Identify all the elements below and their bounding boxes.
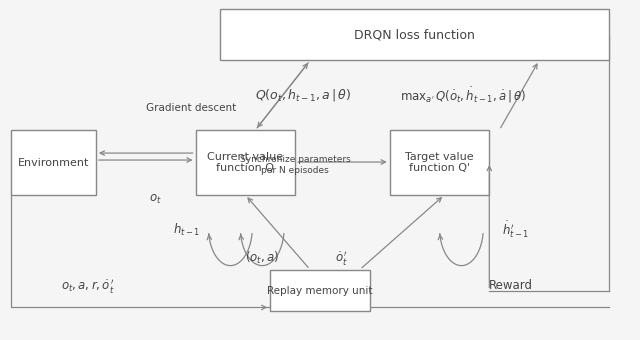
Text: $\mathrm{max}_{a'}\,Q(\dot{o}_t,\dot{h}_{t-1},\dot{a}\,|\,\theta)$: $\mathrm{max}_{a'}\,Q(\dot{o}_t,\dot{h}_… (399, 86, 526, 105)
Text: $\dot{o}_{t}^{\,\prime}$: $\dot{o}_{t}^{\,\prime}$ (335, 249, 348, 267)
Text: Gradient descent: Gradient descent (146, 103, 236, 113)
Text: Synchronize parameters
per N episodes: Synchronize parameters per N episodes (240, 155, 351, 175)
Text: $\dot{h}_{t-1}^{\,\prime}$: $\dot{h}_{t-1}^{\,\prime}$ (502, 219, 530, 240)
Text: Environment: Environment (18, 157, 90, 168)
Bar (270, 270, 370, 311)
Bar (390, 130, 490, 195)
Text: $o_t$: $o_t$ (148, 193, 161, 206)
Text: Replay memory unit: Replay memory unit (268, 286, 372, 295)
Bar (12, 130, 96, 195)
Text: $o_t,a,r,\dot{o}_{t}^{\,\prime}$: $o_t,a,r,\dot{o}_{t}^{\,\prime}$ (61, 276, 115, 294)
Text: $h_{t-1}$: $h_{t-1}$ (173, 222, 200, 238)
Text: Reward: Reward (490, 279, 533, 292)
Text: Current value
function Q: Current value function Q (207, 152, 284, 173)
Bar (195, 130, 295, 195)
Text: $(o_t,a)$: $(o_t,a)$ (245, 250, 280, 266)
Text: $Q(o_t,h_{t-1},a\,|\,\theta)$: $Q(o_t,h_{t-1},a\,|\,\theta)$ (255, 87, 351, 103)
Bar (220, 8, 609, 61)
Text: Target value
function Q': Target value function Q' (405, 152, 474, 173)
Text: DRQN loss function: DRQN loss function (354, 28, 475, 41)
